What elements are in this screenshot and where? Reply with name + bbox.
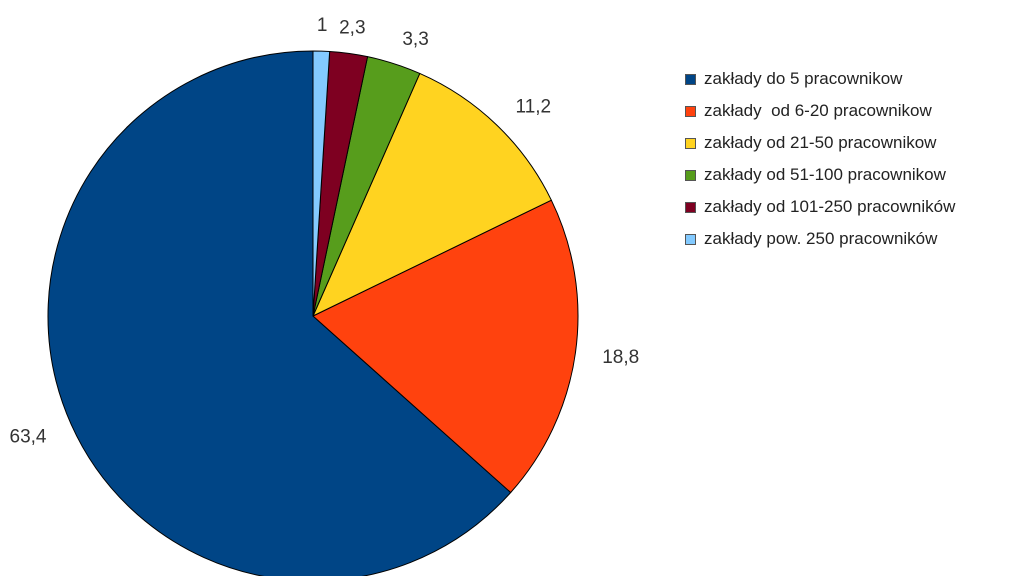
pie-slice-6	[312, 50, 331, 317]
value-label-6: 1	[317, 15, 328, 36]
value-label-2: 18,8	[602, 347, 639, 368]
pie-value-labels: 63,4 18,8 11,2 3,3 2,3 1	[10, 15, 640, 447]
legend-label: zakłady od 51-100 pracownikow	[704, 165, 946, 184]
legend-label: zakłady od 6-20 pracownikow	[704, 101, 932, 120]
legend-item-1: zakłady do 5 pracownikow	[685, 68, 955, 90]
pie-slices	[47, 50, 579, 576]
legend-swatch	[685, 169, 696, 181]
legend-label: zakłady od 101-250 pracowników	[704, 197, 956, 216]
legend-swatch	[685, 105, 696, 117]
legend-item-2: zakłady od 6-20 pracownikow	[685, 100, 955, 122]
legend-item-4: zakłady od 51-100 pracownikow	[685, 164, 955, 186]
legend-swatch	[685, 233, 696, 245]
value-label-4: 3,3	[402, 29, 428, 50]
pie-slice-3	[312, 72, 552, 317]
pie-slice-1	[47, 50, 512, 576]
value-label-3: 11,2	[516, 97, 552, 118]
legend-swatch	[685, 73, 696, 85]
legend-label: zakłady do 5 pracownikow	[704, 69, 903, 88]
value-label-1: 63,4	[10, 426, 47, 447]
pie-slice-2	[312, 199, 579, 493]
legend-item-3: zakłady od 21-50 pracownikow	[685, 132, 955, 154]
legend-label: zakłady pow. 250 pracowników	[704, 229, 938, 248]
legend-swatch	[685, 201, 696, 213]
legend: zakłady do 5 pracownikow zakłady od 6-20 …	[685, 68, 955, 260]
value-label-5: 2,3	[339, 18, 365, 39]
legend-label: zakłady od 21-50 pracownikow	[704, 133, 937, 152]
legend-item-6: zakłady pow. 250 pracowników	[685, 228, 955, 250]
legend-item-5: zakłady od 101-250 pracowników	[685, 196, 955, 218]
legend-swatch	[685, 137, 696, 149]
